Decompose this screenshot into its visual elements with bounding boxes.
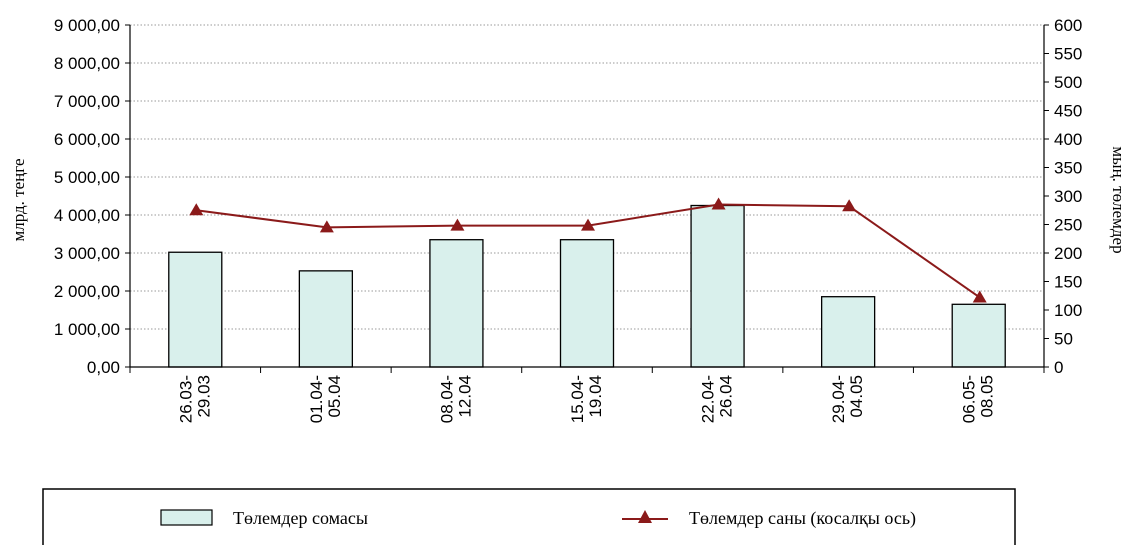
- y-axis-title: млрд. теңге: [9, 158, 28, 241]
- x-tick-label-line: 29.04-: [829, 375, 848, 423]
- x-tick-label-line: 22.04-: [699, 375, 718, 423]
- line-point-marker: [711, 197, 726, 210]
- x-tick-label: 15.04- 19.04: [568, 375, 605, 423]
- y-tick-label: 2 000,00: [54, 282, 120, 301]
- x-tick-label: 01.04- 05.04: [307, 375, 344, 423]
- x-tick-label: 29.04- 04.05: [829, 375, 866, 423]
- y-tick-label: 9 000,00: [54, 16, 120, 35]
- line-point-marker: [581, 218, 595, 231]
- y-tick-label: 1 000,00: [54, 320, 120, 339]
- x-tick-labels: 26.03- 29.03 01.04- 05.04 08.04- 12.04 15.04- 1…: [176, 375, 996, 423]
- x-tick-label-line: 26.03-: [176, 375, 195, 423]
- line-point-marker: [450, 218, 465, 231]
- bar: [690, 204, 745, 368]
- line-point-marker: [972, 290, 987, 303]
- y-tick-label: 6 000,00: [54, 130, 120, 149]
- y-right-tick-label: 200: [1054, 244, 1082, 263]
- x-tick-label-line: 08.05: [978, 375, 997, 418]
- x-tick-label-line: 01.04-: [307, 375, 326, 423]
- x-tick-label-line: 06.05-: [960, 375, 979, 423]
- legend-bar-label: Төлемдер сомасы: [233, 508, 368, 528]
- bar: [951, 303, 1006, 368]
- bar: [168, 251, 223, 368]
- y-right-tick-label: 550: [1054, 45, 1082, 64]
- y-tick-label: 3 000,00: [54, 244, 120, 263]
- x-tick-label-line: 08.04-: [437, 375, 456, 423]
- x-tick-label-line: 05.04: [325, 375, 344, 418]
- legend: Төлемдер сомасы Төлемдер саны (косалқы о…: [42, 488, 1016, 550]
- y-tick-label: 4 000,00: [54, 206, 120, 225]
- y-right-tick-label: 50: [1054, 330, 1073, 349]
- axes: [125, 24, 1049, 373]
- y-right-tick-label: 100: [1054, 301, 1082, 320]
- y-tick-label: 5 000,00: [54, 168, 120, 187]
- y-right-tick-label: 400: [1054, 130, 1082, 149]
- y-tick-labels: 0,00 1 000,00 2 000,00 3 000,00 4 000,00 5 00…: [54, 16, 120, 377]
- x-tick-label: 22.04- 26.04: [699, 375, 736, 423]
- x-tick-label-line: 29.03: [194, 375, 213, 418]
- y-right-tick-label: 0: [1054, 358, 1063, 377]
- x-tick-label-line: 12.04: [455, 375, 474, 418]
- y-right-tick-label: 250: [1054, 216, 1082, 235]
- bar-series: [168, 204, 1006, 368]
- bar: [298, 270, 354, 368]
- y-right-tick-labels: 0 50 100 150 200 250 300 350 400 450 500 550 600: [1054, 16, 1082, 377]
- x-tick-label-line: 04.05: [847, 375, 866, 418]
- x-tick-label: 08.04- 12.04: [437, 375, 474, 423]
- line-point-marker: [319, 220, 334, 233]
- y-right-tick-label: 500: [1054, 73, 1082, 92]
- bar: [559, 239, 615, 368]
- line-point-marker: [189, 203, 204, 216]
- legend-bar-swatch: [160, 509, 213, 526]
- legend-line-marker: [638, 510, 652, 523]
- y-right-tick-label: 450: [1054, 102, 1082, 121]
- x-tick-label-line: 26.04: [717, 375, 736, 418]
- y-tick-label: 8 000,00: [54, 54, 120, 73]
- legend-line-label: Төлемдер саны (косалқы ось): [689, 508, 916, 529]
- y-tick-label: 0,00: [87, 358, 120, 377]
- line-point-marker: [842, 199, 857, 212]
- x-tick-label-line: 19.04: [586, 375, 605, 418]
- x-tick-label: 06.05- 08.05: [960, 375, 997, 423]
- y-right-tick-label: 350: [1054, 159, 1082, 178]
- y-right-tick-label: 600: [1054, 16, 1082, 35]
- y-right-tick-label: 300: [1054, 187, 1082, 206]
- y-tick-label: 7 000,00: [54, 92, 120, 111]
- y-right-axis-title: мың. төлемдер: [1109, 146, 1128, 253]
- x-tick-label-line: 15.04-: [568, 375, 587, 423]
- x-tick-label: 26.03- 29.03: [176, 375, 213, 423]
- line-series: [189, 197, 987, 303]
- bar: [820, 296, 876, 368]
- y-right-tick-label: 150: [1054, 273, 1082, 292]
- bar: [429, 239, 484, 368]
